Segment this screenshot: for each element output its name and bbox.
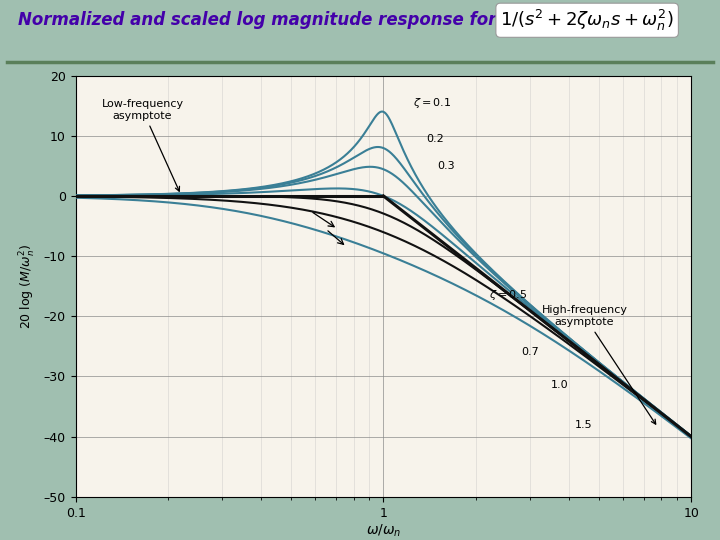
Text: $1/(s^2 + 2\zeta\omega_n s + \omega_n^2)$: $1/(s^2 + 2\zeta\omega_n s + \omega_n^2)…: [500, 8, 674, 33]
Text: 0.2: 0.2: [426, 134, 444, 144]
Text: High-frequency
asymptote: High-frequency asymptote: [541, 306, 656, 424]
Text: $\zeta = 0.5$: $\zeta = 0.5$: [489, 288, 527, 302]
Text: 0.7: 0.7: [521, 347, 539, 357]
Text: Low-frequency
asymptote: Low-frequency asymptote: [102, 99, 184, 191]
Y-axis label: 20 log ($M/\omega_n^2$): 20 log ($M/\omega_n^2$): [18, 244, 38, 329]
Text: 1.0: 1.0: [551, 381, 569, 390]
Text: 1.5: 1.5: [575, 420, 593, 430]
Text: $\zeta = 0.1$: $\zeta = 0.1$: [413, 96, 451, 110]
X-axis label: $\omega/\omega_n$: $\omega/\omega_n$: [366, 522, 401, 539]
Text: Normalized and scaled log magnitude response for: Normalized and scaled log magnitude resp…: [18, 11, 496, 29]
Text: 0.3: 0.3: [438, 161, 455, 171]
